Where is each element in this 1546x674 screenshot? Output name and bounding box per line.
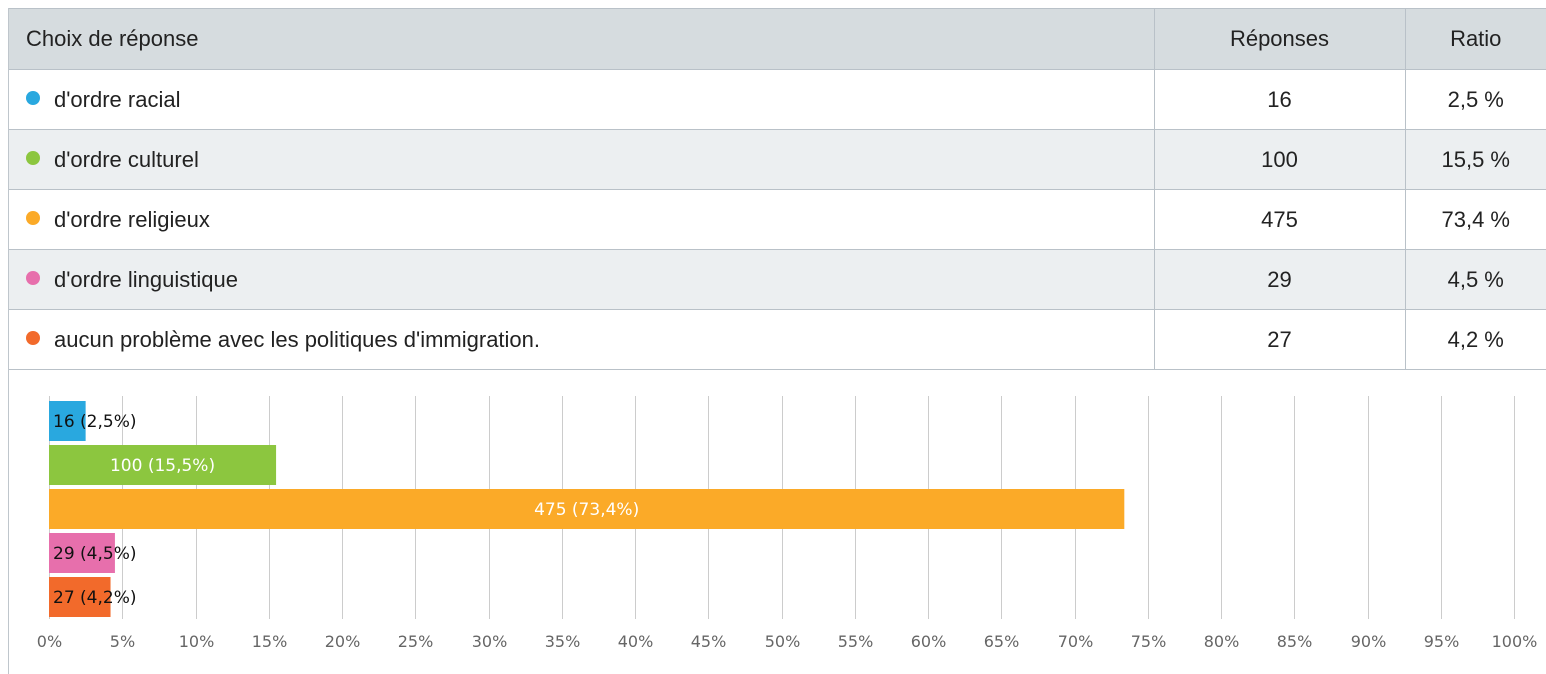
- x-tick-label: 90%: [1351, 632, 1387, 651]
- table-row: aucun problème avec les politiques d'imm…: [9, 309, 1546, 370]
- ratio-cell: 15,5 %: [1404, 129, 1546, 190]
- header-responses: Réponses: [1153, 8, 1405, 70]
- color-dot-icon: [26, 331, 40, 346]
- bar-chart-svg: 0% 5% 10% 15% 20% 25% 30% 35% 40% 45% 50% 55% 60% 65%…: [37, 396, 1538, 651]
- bar-data-label: 16 (2,5%): [53, 412, 137, 432]
- ratio-cell: 4,2 %: [1404, 309, 1546, 370]
- choice-cell: d'ordre racial: [9, 69, 1154, 130]
- x-tick-label: 50%: [765, 632, 801, 651]
- color-dot-icon: [26, 211, 40, 226]
- bar-data-label: 475 (73,4%): [534, 500, 639, 520]
- responses-cell: 29: [1153, 249, 1405, 310]
- table-row: d'ordre racial 16 2,5 %: [9, 69, 1546, 130]
- bar: [49, 489, 1125, 529]
- color-dot-icon: [26, 271, 40, 286]
- table-row: d'ordre culturel 100 15,5 %: [9, 129, 1546, 190]
- bar: [49, 577, 111, 617]
- color-dot-icon: [26, 91, 40, 106]
- choice-label: d'ordre culturel: [54, 147, 199, 173]
- bar-data-label: 27 (4,2%): [53, 588, 137, 608]
- x-tick-label: 30%: [472, 632, 508, 651]
- x-tick-label: 25%: [398, 632, 434, 651]
- x-tick-label: 65%: [984, 632, 1020, 651]
- choice-label: aucun problème avec les politiques d'imm…: [54, 327, 541, 353]
- ratio-cell: 2,5 %: [1404, 69, 1546, 130]
- results-panel: Choix de réponse Réponses Ratio d'ordre …: [8, 8, 1546, 674]
- ratio-cell: 4,5 %: [1404, 249, 1546, 310]
- bar: [49, 401, 86, 441]
- x-tick-label: 45%: [691, 632, 727, 651]
- x-tick-label: 40%: [618, 632, 654, 651]
- x-tick-label: 15%: [252, 632, 288, 651]
- x-tick-label: 0%: [37, 632, 62, 651]
- x-tick-label: 55%: [838, 632, 874, 651]
- header-choice: Choix de réponse: [9, 8, 1154, 70]
- results-table: Choix de réponse Réponses Ratio d'ordre …: [9, 8, 1546, 370]
- responses-cell: 27: [1153, 309, 1405, 370]
- ratio-cell: 73,4 %: [1404, 189, 1546, 250]
- x-tick-label: 85%: [1277, 632, 1313, 651]
- choice-cell: d'ordre linguistique: [9, 249, 1154, 310]
- bar-data-label: 29 (4,5%): [53, 544, 137, 564]
- responses-cell: 475: [1153, 189, 1405, 250]
- choice-cell: d'ordre religieux: [9, 189, 1154, 250]
- bar-chart: 0% 5% 10% 15% 20% 25% 30% 35% 40% 45% 50% 55% 60% 65%…: [9, 371, 1546, 674]
- panel-left-border: [8, 8, 9, 674]
- color-dot-icon: [26, 151, 40, 166]
- bar: [49, 445, 277, 485]
- x-tick-label: 75%: [1131, 632, 1167, 651]
- table-header-row: Choix de réponse Réponses Ratio: [9, 8, 1546, 70]
- x-tick-label: 10%: [179, 632, 215, 651]
- responses-cell: 100: [1153, 129, 1405, 190]
- responses-cell: 16: [1153, 69, 1405, 130]
- choice-cell: d'ordre culturel: [9, 129, 1154, 190]
- x-tick-label: 35%: [545, 632, 581, 651]
- table-row: d'ordre linguistique 29 4,5 %: [9, 249, 1546, 310]
- header-ratio: Ratio: [1404, 8, 1546, 70]
- table-row: d'ordre religieux 475 73,4 %: [9, 189, 1546, 250]
- bar: [49, 533, 115, 573]
- x-tick-label: 60%: [911, 632, 947, 651]
- x-tick-label: 100%: [1492, 632, 1538, 651]
- bar-data-label: 100 (15,5%): [110, 456, 215, 476]
- choice-label: d'ordre racial: [54, 87, 181, 113]
- choice-label: d'ordre linguistique: [54, 267, 238, 293]
- choice-cell: aucun problème avec les politiques d'imm…: [9, 309, 1154, 370]
- choice-label: d'ordre religieux: [54, 207, 210, 233]
- x-tick-label: 80%: [1204, 632, 1240, 651]
- x-tick-label: 5%: [110, 632, 135, 651]
- x-tick-label: 95%: [1424, 632, 1460, 651]
- x-tick-label: 20%: [325, 632, 361, 651]
- x-tick-label: 70%: [1058, 632, 1094, 651]
